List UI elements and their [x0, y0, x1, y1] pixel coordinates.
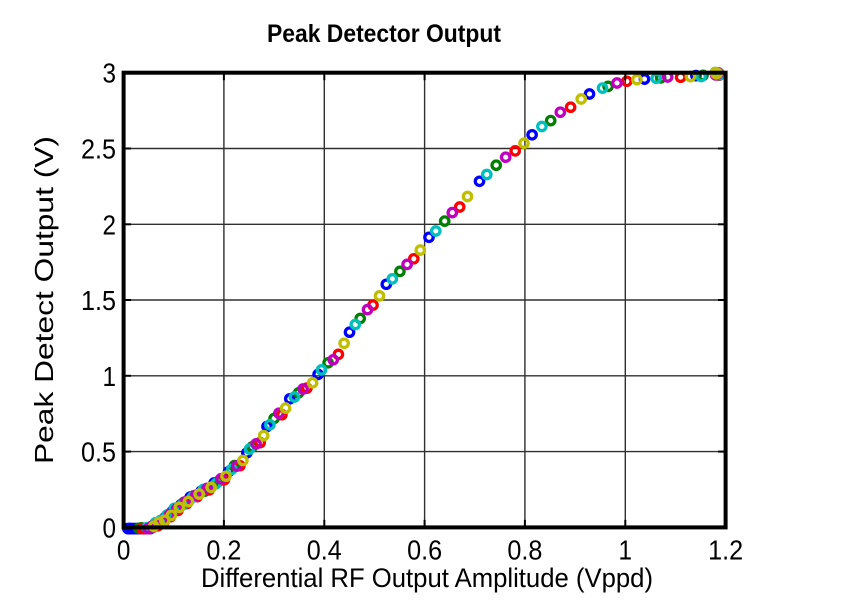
svg-text:0.8: 0.8	[507, 535, 542, 566]
svg-text:0.6: 0.6	[407, 535, 442, 566]
svg-text:Differential RF Output Amplitu: Differential RF Output Amplitude (Vppd)	[201, 563, 653, 593]
svg-text:0.4: 0.4	[307, 535, 342, 566]
svg-text:Peak Detector Output: Peak Detector Output	[267, 20, 502, 48]
svg-text:1: 1	[619, 535, 633, 566]
svg-text:0: 0	[117, 535, 131, 566]
svg-text:0.2: 0.2	[206, 535, 241, 566]
svg-text:0: 0	[103, 512, 117, 543]
svg-text:1: 1	[103, 361, 117, 392]
svg-text:2: 2	[103, 209, 117, 240]
svg-text:0.5: 0.5	[81, 437, 116, 468]
svg-text:3: 3	[103, 58, 117, 89]
svg-text:1.2: 1.2	[708, 535, 743, 566]
svg-text:Peak Detect Output (V): Peak Detect Output (V)	[29, 136, 59, 464]
svg-text:2.5: 2.5	[81, 134, 116, 165]
svg-text:1.5: 1.5	[81, 285, 116, 316]
